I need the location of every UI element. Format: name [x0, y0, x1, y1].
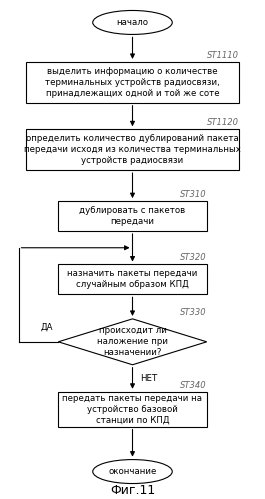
- Text: начало: начало: [117, 18, 148, 27]
- Text: ST340: ST340: [180, 381, 207, 390]
- Text: происходит ли
наложение при
назначении?: происходит ли наложение при назначении?: [97, 326, 168, 357]
- Bar: [26, 129, 238, 170]
- Text: ST310: ST310: [180, 190, 207, 199]
- Text: ST1120: ST1120: [206, 118, 238, 127]
- Text: назначить пакеты передачи
случайным образом КПД: назначить пакеты передачи случайным обра…: [67, 269, 198, 289]
- Bar: [58, 264, 207, 294]
- Text: ST320: ST320: [180, 253, 207, 262]
- Bar: [26, 62, 238, 103]
- Bar: [58, 392, 207, 427]
- Text: передать пакеты передачи на
устройство базовой
станции по КПД: передать пакеты передачи на устройство б…: [63, 394, 202, 425]
- Text: ДА: ДА: [41, 323, 53, 332]
- Ellipse shape: [93, 460, 172, 484]
- Text: определить количество дублирований пакета
передачи исходя из количества терминал: определить количество дублирований пакет…: [24, 134, 241, 165]
- Text: ST330: ST330: [180, 308, 207, 317]
- Ellipse shape: [93, 10, 172, 34]
- Text: выделить информацию о количестве
терминальных устройств радиосвязи,
принадлежащи: выделить информацию о количестве термина…: [45, 67, 220, 98]
- Polygon shape: [58, 319, 207, 365]
- Text: Фиг.11: Фиг.11: [110, 484, 155, 497]
- Text: дублировать с пакетов
передачи: дублировать с пакетов передачи: [80, 206, 186, 226]
- Text: окончание: окончание: [108, 467, 157, 476]
- Text: ST1110: ST1110: [206, 51, 238, 60]
- Text: НЕТ: НЕТ: [140, 374, 158, 383]
- Bar: [58, 201, 207, 231]
